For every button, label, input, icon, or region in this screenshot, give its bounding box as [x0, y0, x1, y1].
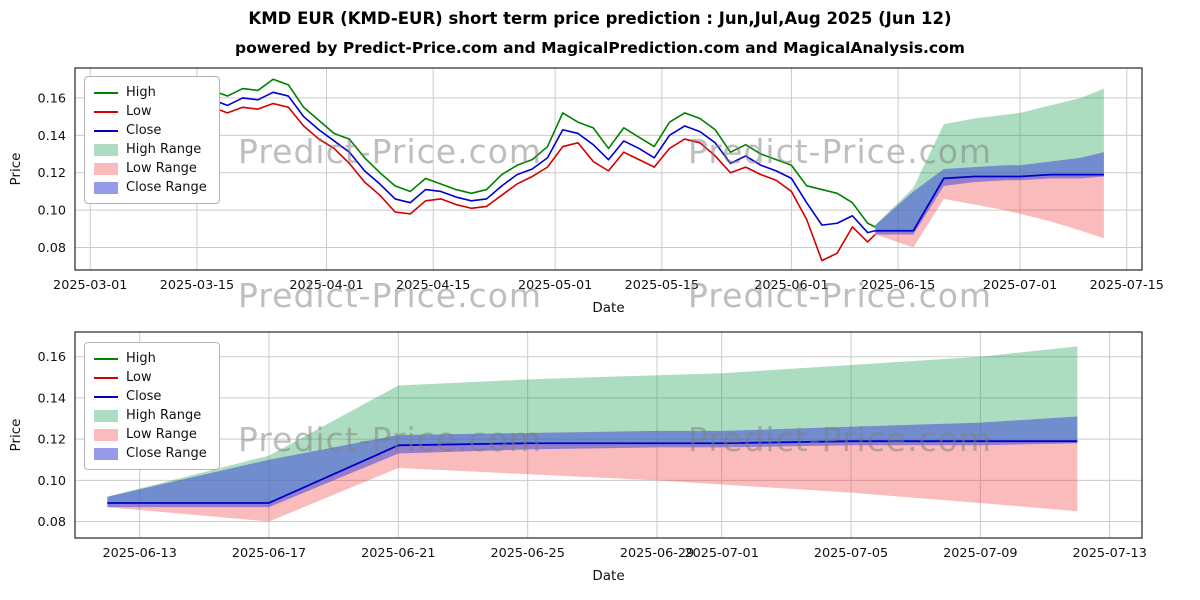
x-tick-label: 2025-06-17 — [232, 546, 306, 561]
legend-item-high-range: High Range — [94, 406, 207, 425]
close-swatch-icon — [94, 395, 118, 398]
y-tick-label: 0.12 — [38, 433, 67, 448]
legend-label: Close — [126, 389, 162, 404]
low-line — [89, 102, 876, 262]
y-tick-label: 0.14 — [38, 391, 67, 406]
low-range-band — [107, 441, 1078, 522]
x-tick-label: 2025-03-15 — [160, 278, 234, 293]
close-range-band — [107, 416, 1078, 508]
legend-item-close-range: Close Range — [94, 178, 207, 197]
legend-label: Low Range — [126, 161, 197, 176]
legend-top-chart: High Low Close High Range Low Range Close Ran… — [84, 76, 220, 204]
legend-item-close-range: Close Range — [94, 444, 207, 463]
high-range-swatch-icon — [94, 143, 118, 156]
x-tick-label: 2025-06-29 — [620, 546, 694, 561]
plot-border — [74, 67, 1143, 271]
y-axis-label: Price — [8, 153, 24, 186]
x-tick-label: 2025-03-01 — [53, 278, 127, 293]
x-tick-label: 2025-07-01 — [684, 546, 758, 561]
close-range-band — [875, 152, 1104, 235]
legend-item-close: Close — [94, 387, 207, 406]
close-swatch-icon — [94, 129, 118, 132]
low-swatch-icon — [94, 110, 118, 113]
x-tick-label: 2025-06-25 — [490, 546, 564, 561]
forecast-zoom-chart: 2025-06-13 2025-06-17 2025-06-21 2025-06-25… — [8, 331, 1147, 584]
legend-item-low: Low — [94, 102, 207, 121]
legend-label: Low Range — [126, 427, 197, 442]
legend-bottom-chart: High Low Close High Range Low Range Close Ran… — [84, 342, 220, 470]
y-tick-label: 0.10 — [38, 474, 67, 489]
y-tick-label: 0.16 — [38, 91, 67, 106]
y-tick-label: 0.14 — [38, 129, 67, 144]
legend-item-low-range: Low Range — [94, 159, 207, 178]
low-swatch-icon — [94, 376, 118, 379]
legend-label: High Range — [126, 408, 202, 423]
y-tick-label: 0.16 — [38, 350, 67, 365]
x-tick-label: 2025-06-13 — [102, 546, 176, 561]
y-tick-label: 0.10 — [38, 204, 67, 219]
x-axis-label: Date — [592, 568, 624, 584]
legend-item-high: High — [94, 83, 207, 102]
legend-item-low-range: Low Range — [94, 425, 207, 444]
legend-label: Close Range — [126, 446, 207, 461]
legend-label: Close — [126, 123, 162, 138]
legend-item-high: High — [94, 349, 207, 368]
legend-label: High Range — [126, 142, 202, 157]
legend-label: Low — [126, 370, 152, 385]
legend-label: Low — [126, 104, 152, 119]
plot-border — [74, 331, 1143, 539]
y-tick-label: 0.12 — [38, 166, 67, 181]
y-axis-label: Price — [8, 419, 24, 452]
forecast-close-line — [107, 440, 1078, 504]
x-tick-label: 2025-07-13 — [1072, 546, 1146, 561]
y-tick-label: 0.08 — [38, 515, 67, 530]
low-range-band — [875, 174, 1104, 248]
x-tick-label: 2025-07-01 — [983, 278, 1057, 293]
page-title: KMD EUR (KMD-EUR) short term price predi… — [248, 9, 952, 28]
legend-label: Close Range — [126, 180, 207, 195]
high-line — [89, 78, 876, 228]
low-range-swatch-icon — [94, 428, 118, 441]
x-tick-label: 2025-07-15 — [1090, 278, 1164, 293]
legend-item-high-range: High Range — [94, 140, 207, 159]
low-range-swatch-icon — [94, 162, 118, 175]
x-tick-label: 2025-07-09 — [943, 546, 1017, 561]
close-range-swatch-icon — [94, 447, 118, 460]
history-forecast-chart: 2025-03-01 2025-03-15 2025-04-01 2025-04-15… — [8, 67, 1164, 316]
x-tick-label: 2025-04-15 — [396, 278, 470, 293]
legend-item-close: Close — [94, 121, 207, 140]
close-line — [89, 91, 876, 234]
high-swatch-icon — [94, 357, 118, 360]
high-swatch-icon — [94, 91, 118, 94]
y-tick-label: 0.08 — [38, 241, 67, 256]
x-tick-label: 2025-04-01 — [289, 278, 363, 293]
x-tick-label: 2025-06-21 — [361, 546, 435, 561]
forecast-close-line — [875, 173, 1104, 232]
x-axis-label: Date — [592, 300, 624, 316]
legend-item-low: Low — [94, 368, 207, 387]
x-tick-label: 2025-06-15 — [861, 278, 935, 293]
x-tick-label: 2025-07-05 — [814, 546, 888, 561]
legend-label: High — [126, 351, 156, 366]
high-range-swatch-icon — [94, 409, 118, 422]
x-tick-label: 2025-05-15 — [625, 278, 699, 293]
legend-label: High — [126, 85, 156, 100]
close-range-swatch-icon — [94, 181, 118, 194]
chart-subtitle: powered by Predict-Price.com and Magical… — [235, 39, 965, 57]
x-tick-label: 2025-06-01 — [754, 278, 828, 293]
x-tick-label: 2025-05-01 — [518, 278, 592, 293]
